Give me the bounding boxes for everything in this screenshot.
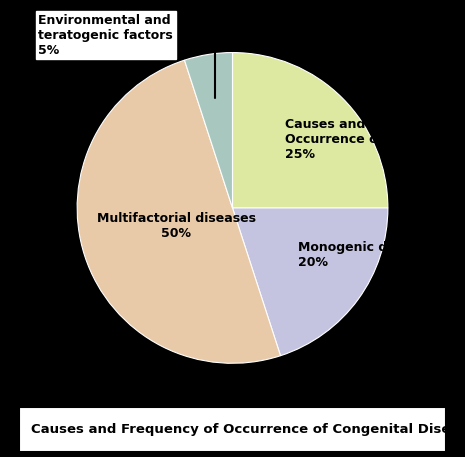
Text: Environmental and
teratogenic factors
5%: Environmental and teratogenic factors 5%: [38, 14, 215, 98]
Wedge shape: [77, 60, 280, 363]
FancyBboxPatch shape: [19, 407, 446, 452]
Text: Monogenic disorders
20%: Monogenic disorders 20%: [298, 241, 444, 270]
Wedge shape: [185, 53, 232, 208]
Text: Causes and Frequency of Occurrence of Congenital Diseases: Causes and Frequency of Occurrence of Co…: [32, 423, 465, 436]
Text: Causes and Freque
Occurrence of Conge
25%: Causes and Freque Occurrence of Conge 25…: [285, 118, 432, 161]
Text: Multifactorial diseases
50%: Multifactorial diseases 50%: [97, 212, 256, 240]
Wedge shape: [232, 53, 388, 208]
Wedge shape: [232, 208, 388, 356]
